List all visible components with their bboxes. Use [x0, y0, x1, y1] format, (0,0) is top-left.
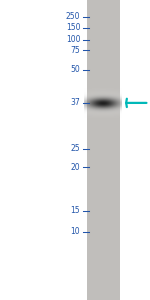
Text: 25: 25 — [71, 144, 80, 153]
Text: 150: 150 — [66, 23, 80, 32]
Text: 100: 100 — [66, 35, 80, 44]
Text: 250: 250 — [66, 12, 80, 21]
Text: 50: 50 — [70, 65, 80, 74]
Text: 10: 10 — [71, 227, 80, 236]
Text: 20: 20 — [71, 163, 80, 172]
Text: 15: 15 — [71, 206, 80, 215]
Text: 75: 75 — [70, 46, 80, 55]
Text: 37: 37 — [70, 98, 80, 107]
